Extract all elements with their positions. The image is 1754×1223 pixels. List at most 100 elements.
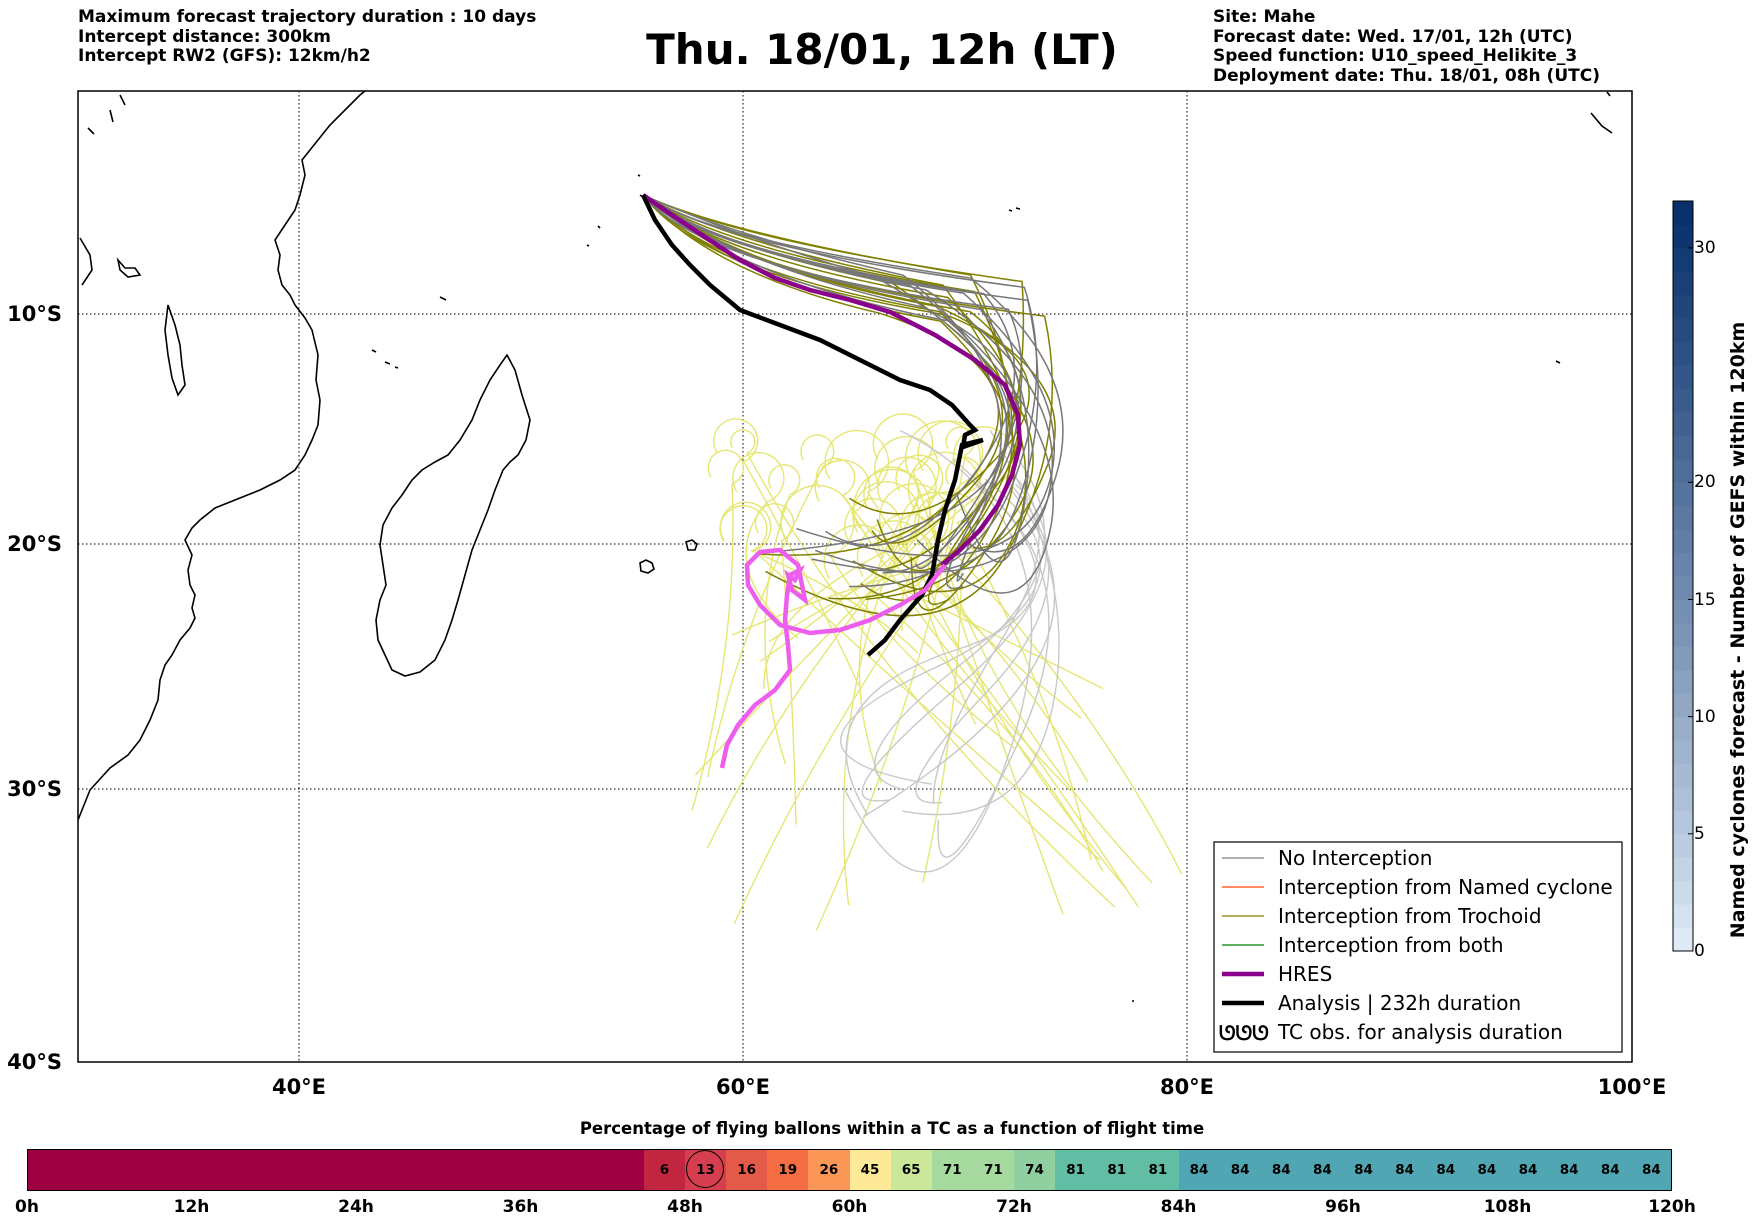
colorbar-step [1673, 411, 1693, 436]
time-bar-title: Percentage of flying ballons within a TC… [579, 1119, 1205, 1138]
colorbar-tick-20: 20 [1694, 472, 1716, 492]
time-bar-segment: 84 [1589, 1149, 1631, 1191]
colorbar-step [1673, 271, 1693, 296]
colorbar-tick-10: 10 [1694, 707, 1716, 727]
lat-label-30s: 30°S [7, 777, 62, 801]
lat-label-20s: 20°S [7, 532, 62, 556]
time-bar-segment: 84 [1343, 1149, 1385, 1191]
named-cyclones-colorbar [1672, 200, 1694, 952]
legend-box [1213, 841, 1623, 1053]
ensemble-trajectory [706, 434, 835, 778]
legend-item-analysis: Analysis | 232h duration [1222, 991, 1521, 1015]
time-bar-segment: 71 [972, 1149, 1014, 1191]
time-bar-segment: 81 [1055, 1149, 1097, 1191]
header-info-left: Maximum forecast trajectory duration : 1… [78, 7, 537, 67]
colorbar-step [1673, 435, 1693, 460]
legend-item-hres: HRES [1222, 962, 1332, 986]
colorbar-step [1673, 388, 1693, 413]
ensemble-trajectory [840, 478, 1041, 785]
legend-label: Analysis | 232h duration [1278, 991, 1521, 1015]
ensemble-trajectory [719, 505, 919, 654]
colorbar-step [1673, 341, 1693, 366]
ensemble-trajectory [872, 413, 1064, 915]
ensemble-trajectory [642, 194, 1000, 556]
ensemble-trajectory [719, 501, 1101, 861]
legend-item-trochoid: Interception from Trochoid [1222, 904, 1542, 928]
tc-pink-trajectory [719, 547, 947, 769]
time-bar-segment [27, 1149, 644, 1191]
ensemble-trajectory [815, 457, 1139, 908]
ensemble-trajectory [845, 458, 1037, 816]
ensemble-trajectory [764, 464, 801, 765]
header-line-speed-function: Speed function: U10_speed_Helikite_3 [1213, 46, 1578, 66]
colorbar-step [1673, 927, 1693, 952]
ensemble-trajectory [932, 475, 1040, 804]
legend-label: TC obs. for analysis duration [1277, 1020, 1563, 1044]
ensemble-trajectory [730, 429, 1116, 908]
colorbar-step [1673, 833, 1693, 858]
colorbar-title: Named cyclones forecast - Number of GEFS… [1727, 321, 1749, 939]
ensemble-trajectory [642, 194, 1023, 569]
time-bar-segment: 19 [767, 1149, 809, 1191]
time-bar-segment: 84 [1507, 1149, 1549, 1191]
colorbar-step [1673, 529, 1693, 554]
lon-label-60e: 60°E [716, 1075, 770, 1099]
lake-2-outline [116, 257, 142, 278]
ensemble-trajectory [853, 468, 977, 725]
time-bar-tick-label: 36h [502, 1197, 539, 1217]
time-bar-segment: 74 [1014, 1149, 1056, 1191]
time-bar-segment: 84 [1178, 1149, 1220, 1191]
colorbar-step [1673, 576, 1693, 600]
comoros-outline [371, 349, 399, 369]
legend-label: Interception from both [1278, 933, 1504, 957]
ensemble-trajectory [694, 456, 982, 776]
time-bar-tick-label: 12h [173, 1197, 210, 1217]
lon-label-80e: 80°E [1160, 1075, 1214, 1099]
time-bar-segment: 16 [726, 1149, 768, 1191]
colorbar-step [1673, 740, 1693, 764]
ensemble-trajectory [858, 466, 920, 784]
colorbar-tick-15: 15 [1694, 590, 1716, 610]
colorbar-step [1673, 880, 1693, 905]
colorbar-tick-30: 30 [1694, 238, 1716, 258]
colorbar-step [1673, 318, 1693, 343]
colorbar-step [1673, 646, 1693, 671]
colorbar-step [1673, 365, 1693, 389]
header-line-max-duration: Maximum forecast trajectory duration : 1… [78, 7, 537, 27]
time-bar-tick-label: 60h [831, 1197, 868, 1217]
time-bar-segment: 84 [1425, 1149, 1467, 1191]
legend-label: Interception from Trochoid [1278, 904, 1542, 928]
time-bar-segment: 6 [643, 1149, 685, 1191]
colorbar-step [1673, 693, 1693, 718]
header-line-intercept-rw2: Intercept RW2 (GFS): 12km/h2 [78, 46, 371, 66]
coast-fragments [79, 91, 1613, 1002]
legend-label: HRES [1278, 962, 1332, 986]
time-bar-segment: 26 [808, 1149, 850, 1191]
header-line-forecast-date: Forecast date: Wed. 17/01, 12h (UTC) [1213, 26, 1573, 47]
tc-symbol-icon: ᘎᘎᘎ [1219, 1021, 1269, 1045]
lake-outline [164, 304, 186, 397]
colorbar-step [1673, 904, 1693, 929]
page-title: Thu. 18/01, 12h (LT) [646, 25, 1118, 74]
colorbar-tick-0: 0 [1694, 941, 1705, 961]
header-line-deployment-date: Deployment date: Thu. 18/01, 08h (UTC) [1213, 65, 1600, 86]
ensemble-trajectory [642, 194, 1030, 515]
time-bar-tick-label: 48h [667, 1197, 703, 1217]
time-bar-tick-label: 72h [996, 1197, 1032, 1217]
ensemble-trajectory [713, 418, 860, 687]
colorbar-step [1673, 224, 1693, 249]
colorbar-step [1673, 786, 1693, 811]
time-bar-tick-label: 108h [1483, 1197, 1532, 1217]
colorbar-step [1673, 247, 1693, 272]
header-line-intercept-distance: Intercept distance: 300km [78, 26, 331, 47]
ensemble-trajectory [763, 498, 902, 689]
lon-label-100e: 100°E [1598, 1075, 1667, 1099]
ensemble-trajectory [852, 480, 1089, 783]
madagascar-coastline [375, 353, 531, 677]
legend: No Interception Interception from Named … [1213, 841, 1623, 1053]
ensemble-trajectory [642, 194, 1054, 574]
time-bar-segment: 84 [1219, 1149, 1261, 1191]
time-bar-segment: 84 [1466, 1149, 1508, 1191]
header-info-right: Site: Mahe Forecast date: Wed. 17/01, 12… [1213, 7, 1600, 86]
colorbar-step [1673, 505, 1693, 530]
